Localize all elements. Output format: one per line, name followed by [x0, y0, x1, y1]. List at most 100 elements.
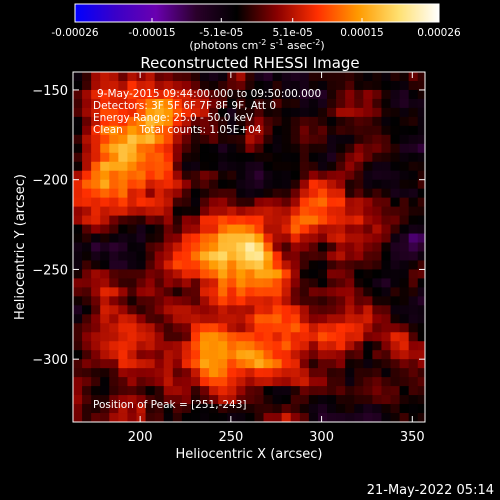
heatmap-cell [82, 296, 92, 306]
heatmap-cell [200, 72, 210, 82]
heatmap-cell [390, 251, 401, 262]
heatmap-cell [336, 269, 346, 280]
heatmap-cell [363, 152, 373, 163]
heatmap-cell [327, 368, 337, 378]
heatmap-cell [100, 89, 110, 100]
heatmap-cell [299, 233, 310, 244]
heatmap-cell [172, 377, 183, 387]
heatmap-cell [263, 260, 274, 271]
heatmap-cell [254, 296, 265, 306]
heatmap-cell [127, 323, 138, 333]
heatmap-cell [281, 188, 292, 199]
heatmap-cell [372, 278, 383, 288]
heatmap-cell [254, 413, 265, 422]
heatmap-cell [372, 251, 383, 262]
heatmap-cell [417, 197, 425, 208]
heatmap-cell [381, 350, 392, 360]
heatmap-cell [172, 80, 183, 91]
heatmap-cell [327, 350, 337, 360]
heatmap-cell [254, 72, 265, 82]
heatmap-cell [145, 368, 156, 378]
heatmap-cell [82, 305, 92, 315]
heatmap-cell [390, 170, 401, 181]
heatmap-cell [73, 215, 83, 226]
heatmap-cell [154, 377, 165, 387]
heatmap-cell [327, 359, 337, 369]
heatmap-cell [381, 125, 392, 136]
heatmap-cell [327, 278, 337, 288]
heatmap-cell [127, 251, 138, 262]
heatmap-cell [209, 179, 219, 190]
heatmap-cell [372, 125, 383, 136]
heatmap-cell [190, 368, 201, 378]
heatmap-cell [118, 359, 128, 369]
heatmap-cell [145, 80, 156, 91]
heatmap-cell [209, 161, 219, 172]
heatmap-cell [363, 170, 373, 181]
heatmap-cell [227, 125, 237, 136]
heatmap-cell [91, 125, 101, 136]
heatmap-cell [336, 260, 346, 271]
heatmap-cell [245, 242, 255, 253]
heatmap-cell [200, 323, 210, 333]
heatmap-cell [100, 296, 110, 306]
heatmap-cell [272, 332, 283, 342]
heatmap-cell [263, 134, 274, 145]
heatmap-cell [200, 161, 210, 172]
heatmap-cell [109, 224, 119, 235]
heatmap-cell [154, 404, 165, 414]
heatmap-cell [317, 152, 328, 163]
heatmap-cell [236, 170, 246, 181]
heatmap-cell [190, 134, 201, 145]
heatmap-cell [263, 179, 274, 190]
heatmap-cell [245, 368, 255, 378]
heatmap-cell [281, 350, 292, 360]
heatmap-cell [308, 359, 319, 369]
heatmap-cell [181, 404, 192, 414]
heatmap-cell [136, 395, 147, 405]
heatmap-cell [218, 323, 228, 333]
heatmap-cell [363, 116, 373, 127]
heatmap-cell [254, 314, 265, 324]
heatmap-cell [399, 242, 410, 253]
heatmap-cell [417, 404, 425, 414]
heatmap-cell [317, 359, 328, 369]
heatmap-cell [254, 98, 265, 109]
heatmap-cell [299, 386, 310, 396]
heatmap-cell [73, 161, 83, 172]
heatmap-cell [290, 413, 301, 422]
heatmap-cell [236, 377, 246, 387]
heatmap-cell [345, 161, 355, 172]
heatmap-cell [336, 314, 346, 324]
heatmap-cell [118, 296, 128, 306]
heatmap-cell [91, 116, 101, 127]
heatmap-cell [327, 269, 337, 280]
heatmap-cell [109, 188, 119, 199]
heatmap-cell [190, 323, 201, 333]
heatmap-cell [118, 224, 128, 235]
heatmap-cell [272, 72, 283, 82]
y-tick-label: −250 [32, 263, 68, 278]
heatmap-cell [381, 98, 392, 109]
heatmap-cell [172, 134, 183, 145]
heatmap-cell [245, 332, 255, 342]
heatmap-cell [145, 350, 156, 360]
heatmap-cell [299, 395, 310, 405]
heatmap-image [73, 72, 425, 422]
heatmap-cell [345, 224, 355, 235]
heatmap-cell [345, 116, 355, 127]
heatmap-cell [118, 161, 128, 172]
heatmap-cell [354, 107, 364, 118]
heatmap-cell [254, 359, 265, 369]
heatmap-cell [299, 89, 310, 100]
heatmap-cell [118, 242, 128, 253]
heatmap-cell [354, 296, 364, 306]
heatmap-cell [154, 215, 165, 226]
heatmap-cell [136, 152, 147, 163]
heatmap-cell [218, 224, 228, 235]
heatmap-cell [91, 332, 101, 342]
heatmap-cell [209, 332, 219, 342]
heatmap-cell [118, 233, 128, 244]
heatmap-cell [263, 161, 274, 172]
heatmap-cell [118, 179, 128, 190]
